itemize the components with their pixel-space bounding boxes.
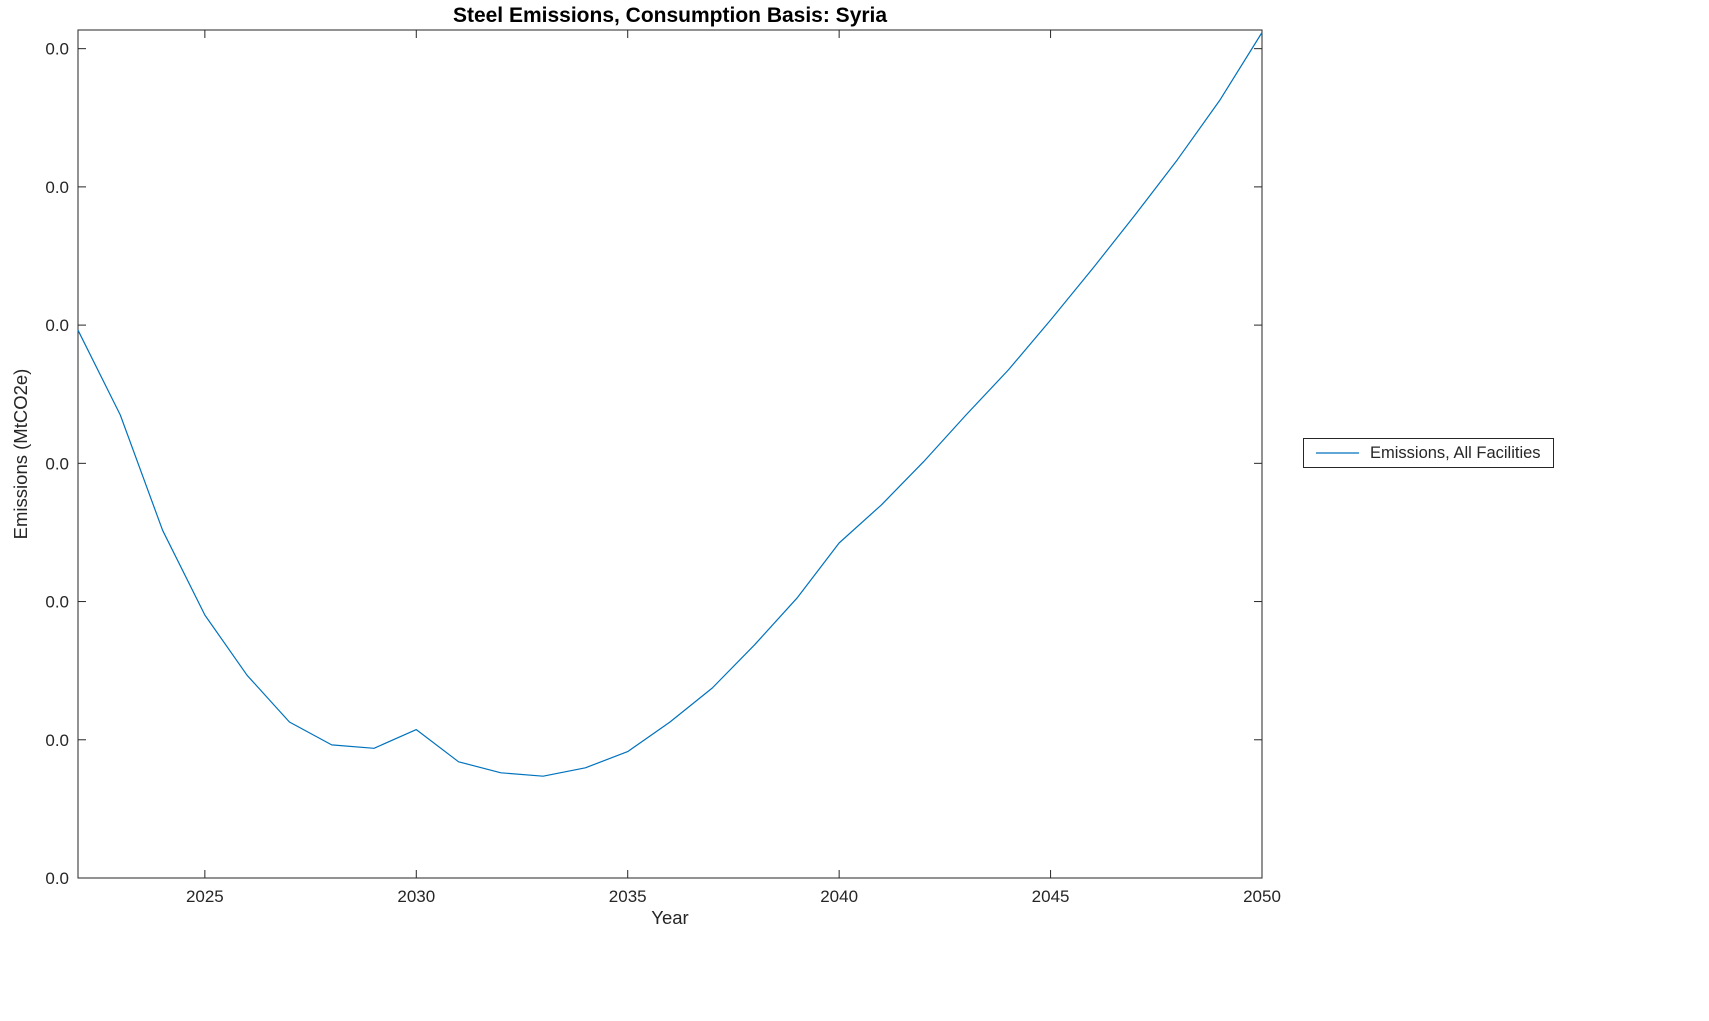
x-axis-label: Year [651, 907, 689, 928]
x-tick-label: 2025 [186, 887, 224, 906]
y-tick-label: 0.0 [45, 869, 69, 888]
emissions-line [77, 32, 1263, 777]
x-tick-label: 2030 [397, 887, 435, 906]
x-tick-label: 2045 [1032, 887, 1070, 906]
y-tick-label: 0.0 [45, 454, 69, 473]
legend: Emissions, All Facilities [1303, 438, 1554, 468]
y-tick-label: 0.0 [45, 40, 69, 59]
x-tick-label: 2040 [820, 887, 858, 906]
y-axis-label: Emissions (MtCO2e) [10, 368, 31, 540]
y-tick-label: 0.0 [45, 178, 69, 197]
y-tick-label: 0.0 [45, 593, 69, 612]
y-tick-label: 0.0 [45, 316, 69, 335]
legend-label: Emissions, All Facilities [1370, 443, 1541, 462]
axes-box [77, 29, 1263, 879]
legend-line-sample-icon [1316, 452, 1359, 454]
x-tick-label: 2050 [1243, 887, 1281, 906]
chart-title: Steel Emissions, Consumption Basis: Syri… [452, 4, 888, 27]
x-tick-label: 2035 [609, 887, 647, 906]
y-tick-label: 0.0 [45, 731, 69, 750]
